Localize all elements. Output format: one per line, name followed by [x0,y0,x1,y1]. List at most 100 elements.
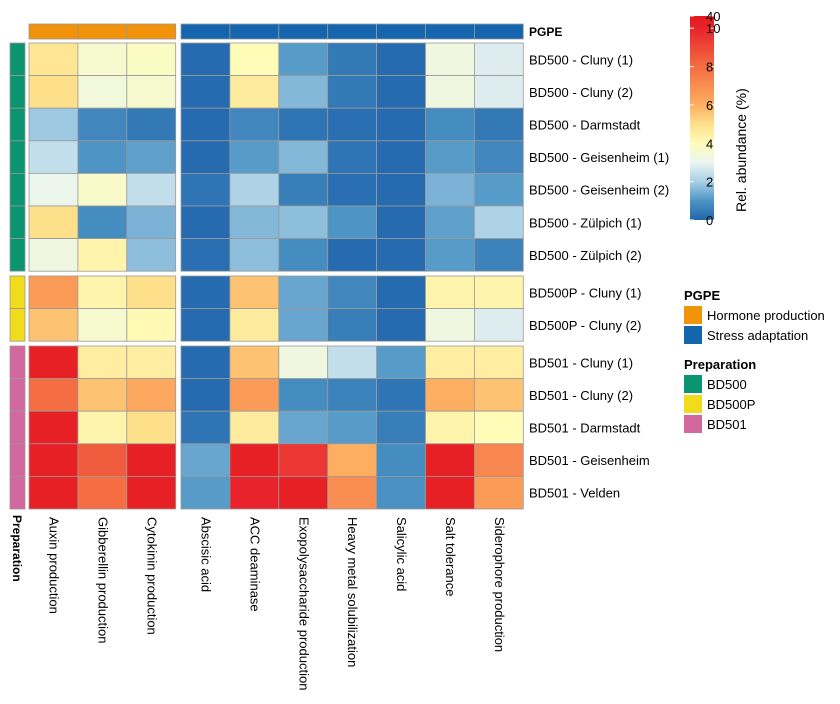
heatmap-cell [425,172,475,207]
heatmap-cell [376,443,426,477]
heatmap-cell [278,443,329,477]
pgpe-legend-swatch [684,326,702,344]
heatmap-cell [229,410,280,445]
heatmap-cell [229,42,280,76]
heatmap-cell [229,475,280,510]
heatmap-cell [425,140,475,174]
column-label: Auxin production [47,517,62,614]
heatmap-cell [425,475,475,510]
column-annotation-title: PGPE [529,25,562,39]
row-labels: BD500 - Cluny (1) BD500 - Cluny (2) BD500 … [529,52,669,500]
heatmap-cell [376,475,426,510]
column-annotation-cell [425,23,475,40]
heatmap-cell [473,410,524,445]
heatmap-cell [327,107,378,142]
heatmap-cell [229,172,280,207]
heatmap-cell [77,238,128,272]
row-annotation-cell [9,410,26,445]
column-annotation-cell [327,23,378,40]
column-annotation-bar [28,23,524,40]
heatmap-cell [28,107,79,142]
heatmap-cell [473,345,524,379]
row-label: BD501 - Cluny (1) [529,355,633,370]
heatmap-cell [425,107,475,142]
heatmap-cell [229,345,280,379]
row-label: BD500P - Cluny (1) [529,285,641,300]
column-annotation-cell [473,23,524,40]
heatmap-cell [473,172,524,207]
heatmap-cell [126,75,177,109]
heatmap-cell [376,378,426,412]
row-annotation-cell [9,443,26,477]
heatmap-cell [77,42,128,76]
heatmap-cell [77,107,128,142]
heatmap-cell [77,443,128,477]
heatmap-cell [126,42,177,76]
legend-tick-label: 8 [706,60,713,75]
heatmap-cell [28,410,79,445]
column-labels: Auxin production Gibberellin production Cy… [47,517,507,690]
heatmap-cell [229,238,280,272]
heatmap-cell [278,172,329,207]
heatmap-cell [278,275,329,309]
row-annotation-cell [9,475,26,510]
column-label: Heavy metal solubilization [345,517,360,667]
heatmap-cell [126,238,177,272]
legend-tick-label: 2 [706,175,713,190]
heatmap-cell [180,42,231,76]
heatmap-cell [77,205,128,239]
heatmap-cell [28,238,79,272]
heatmap-cell [180,107,231,142]
heatmap-cell [28,205,79,239]
heatmap-cell [473,238,524,272]
preparation-legend-swatch [684,375,702,393]
heatmap-cell [376,308,426,342]
heatmap-cell [425,205,475,239]
heatmap-cell [180,140,231,174]
legend-colorbar [690,16,714,220]
heatmap-cell [425,42,475,76]
heatmap-cell [28,443,79,477]
heatmap-cell [77,308,128,342]
column-label: Siderophore production [492,517,507,652]
heatmap-cell [278,205,329,239]
heatmap-cell [376,107,426,142]
row-label: BD500 - Geisenheim (2) [529,183,669,198]
heatmap-cell [376,275,426,309]
heatmap-cell [180,75,231,109]
heatmap-cell [278,238,329,272]
row-annotation-cell [9,205,26,239]
heatmap-cell [473,42,524,76]
row-annotation-cell [9,275,26,309]
heatmap-cell [180,172,231,207]
heatmap-cell [425,238,475,272]
heatmap-cell [28,275,79,309]
column-label: Salt tolerance [443,517,458,597]
heatmap-cell [278,42,329,76]
row-label: BD500 - Zülpich (2) [529,248,642,263]
column-label: Exopolysaccharide production [296,517,311,690]
row-annotation-cell [9,378,26,412]
column-annotation-cell [126,23,177,40]
column-label: ACC deaminase [247,517,262,612]
row-annotation-cell [9,345,26,379]
heatmap-cells [28,42,524,510]
heatmap-cell [126,475,177,510]
heatmap-cell [425,378,475,412]
heatmap-cell [28,378,79,412]
column-annotation-cell [180,23,231,40]
heatmap-cell [180,410,231,445]
heatmap-cell [180,205,231,239]
heatmap-cell [473,308,524,342]
column-label: Cytokinin production [144,517,159,635]
column-annotation-cell [376,23,426,40]
row-annotation-cell [9,238,26,272]
heatmap-cell [327,410,378,445]
heatmap-cell [473,107,524,142]
row-annotation-cell [9,107,26,142]
heatmap-cell [376,140,426,174]
legend-tick-label: 10 [706,21,720,36]
column-label: Abscisic acid [198,517,213,592]
preparation-legend: Preparation BD500 BD500P BD501 [684,357,756,433]
heatmap-cell [126,107,177,142]
